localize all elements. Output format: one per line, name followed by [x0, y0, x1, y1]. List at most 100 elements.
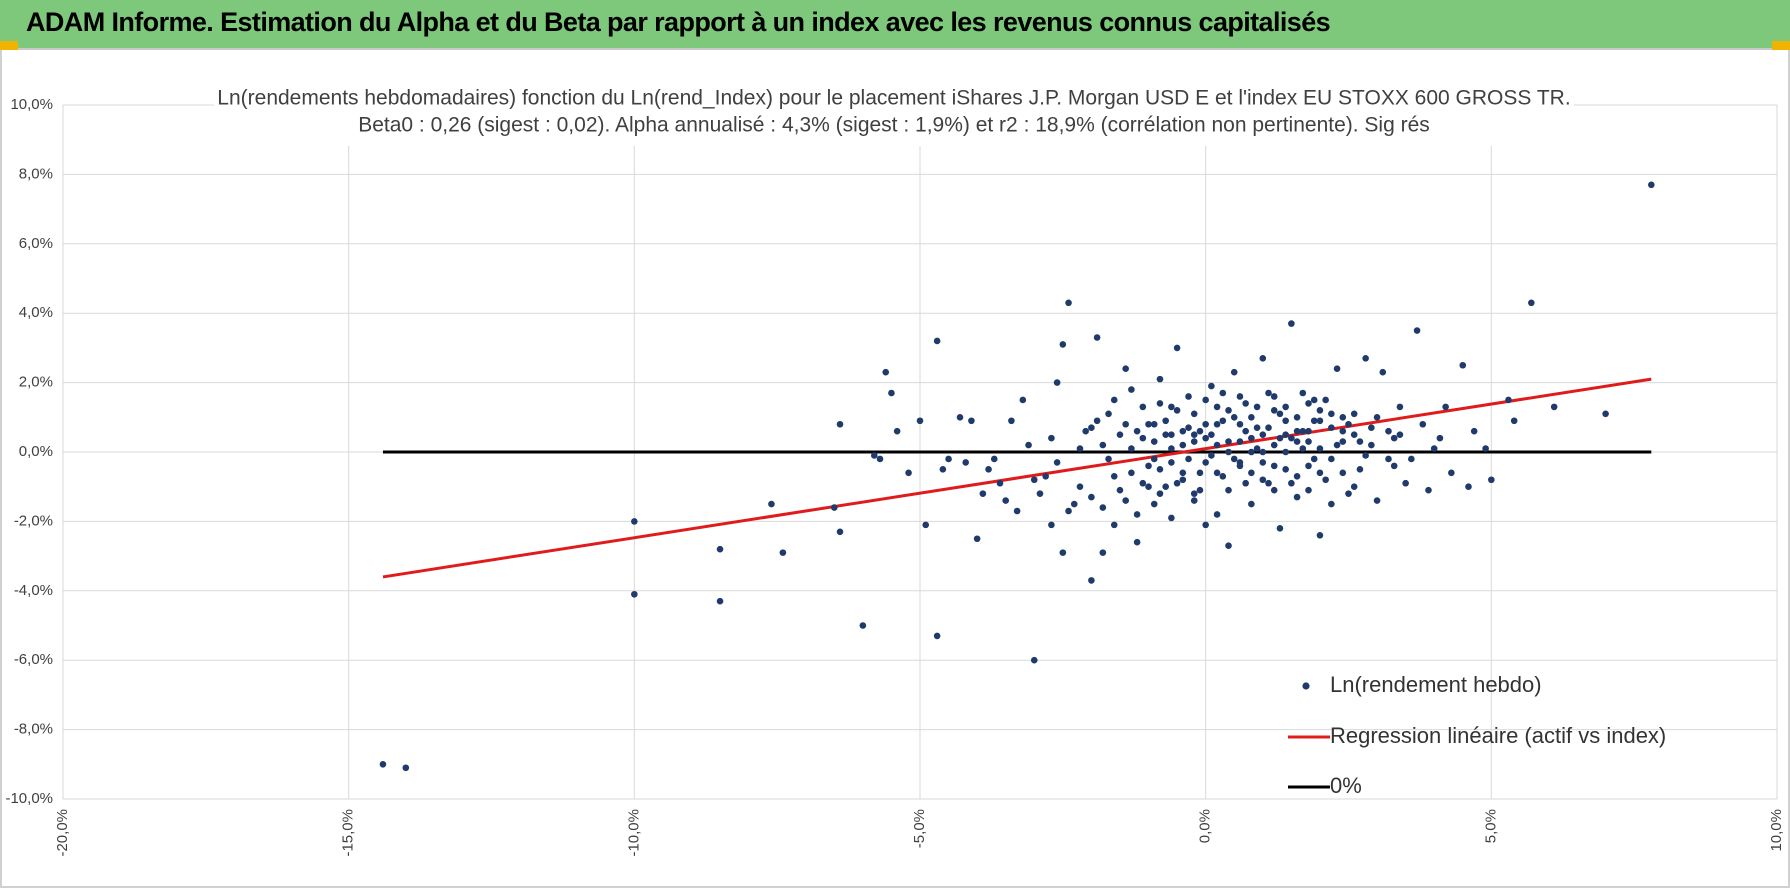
data-point — [1265, 479, 1272, 487]
y-tick-label: 2,0% — [19, 374, 53, 391]
data-point — [1150, 438, 1158, 445]
data-point — [1110, 472, 1118, 480]
data-point — [1470, 427, 1478, 435]
data-point — [1282, 403, 1289, 411]
data-point — [1225, 407, 1232, 414]
data-point — [1099, 441, 1107, 449]
data-point — [1270, 462, 1278, 470]
y-tick-label: -2,0% — [14, 512, 53, 529]
data-point — [1316, 445, 1324, 452]
data-point — [1299, 427, 1307, 435]
data-point — [1442, 403, 1449, 411]
data-point — [1293, 472, 1301, 480]
data-point — [1230, 414, 1238, 421]
title-background — [214, 78, 1574, 146]
data-point — [1150, 455, 1158, 463]
data-point — [1065, 507, 1072, 515]
data-point — [1145, 483, 1152, 491]
data-point — [990, 455, 998, 463]
data-point — [1202, 459, 1209, 466]
data-point — [1025, 441, 1032, 449]
data-point — [1213, 403, 1221, 411]
data-point — [1259, 448, 1267, 456]
data-point — [1350, 431, 1358, 438]
data-point — [1408, 455, 1415, 463]
data-point — [933, 337, 941, 345]
data-point — [1602, 410, 1609, 418]
data-point — [1225, 438, 1232, 445]
data-point — [1368, 424, 1375, 432]
data-point — [1242, 479, 1249, 487]
y-tick-label: -10,0% — [5, 790, 53, 807]
data-point — [1002, 497, 1009, 504]
chart-frame — [0, 50, 1790, 888]
data-point — [1328, 424, 1335, 432]
x-tick-label: -10,0% — [625, 809, 642, 857]
data-point — [1322, 476, 1329, 484]
data-point — [1248, 500, 1255, 508]
data-point — [1202, 434, 1209, 442]
data-point — [1350, 410, 1358, 418]
data-point — [1105, 410, 1112, 418]
data-point — [1425, 486, 1432, 494]
data-point — [1413, 327, 1421, 334]
data-point — [1019, 396, 1027, 404]
legend-marker-points — [1302, 682, 1310, 690]
data-point — [1362, 355, 1369, 362]
data-point — [1328, 410, 1335, 418]
data-point — [1270, 407, 1278, 414]
data-point — [1185, 455, 1192, 463]
data-point — [1173, 407, 1181, 414]
data-point — [1328, 500, 1335, 508]
data-point — [1270, 393, 1278, 400]
y-tick-label: 4,0% — [19, 304, 53, 321]
x-axis-ticks: -20,0% -15,0% -10,0% -5,0% 0,0% 5,0% 10,0% — [54, 809, 1785, 857]
data-point — [1248, 414, 1255, 421]
data-point — [1219, 472, 1227, 480]
data-point — [1248, 448, 1255, 456]
data-point — [1288, 434, 1295, 442]
data-point — [379, 761, 387, 768]
data-point — [1213, 420, 1221, 428]
data-point — [1339, 469, 1347, 477]
y-tick-label: 8,0% — [19, 165, 53, 182]
data-point — [1208, 452, 1215, 459]
chart-subtitle: Beta0 : 0,26 (sigest : 0,02). Alpha annu… — [358, 114, 1430, 137]
data-point — [905, 469, 912, 477]
data-point — [1265, 389, 1272, 397]
data-point — [1088, 424, 1095, 432]
data-point — [1328, 455, 1335, 463]
data-point — [1288, 320, 1295, 327]
data-point — [1368, 441, 1375, 449]
data-point — [1282, 448, 1289, 456]
data-point — [1225, 448, 1232, 456]
data-point — [1305, 486, 1312, 494]
data-point — [1259, 476, 1267, 484]
data-point — [979, 490, 987, 497]
data-point — [1099, 504, 1107, 511]
data-point — [1048, 434, 1055, 442]
data-point — [1448, 469, 1455, 477]
data-point — [1168, 514, 1175, 522]
data-point — [1259, 459, 1267, 466]
data-point — [1213, 469, 1221, 477]
data-point — [996, 479, 1004, 487]
data-point — [1088, 577, 1095, 584]
chart-title: Ln(rendements hebdomadaires) fonction du… — [217, 87, 1570, 110]
data-point — [1190, 431, 1198, 438]
data-point — [916, 417, 924, 425]
data-point — [1345, 490, 1352, 497]
data-point — [1402, 479, 1409, 487]
data-point — [1299, 445, 1307, 452]
data-point — [1156, 466, 1164, 473]
data-point — [1396, 403, 1404, 411]
legend-label-zero: 0% — [1330, 773, 1362, 798]
data-point — [1253, 445, 1261, 452]
data-point — [1339, 427, 1347, 435]
data-point — [1122, 420, 1129, 428]
data-point — [1196, 486, 1204, 494]
data-point — [1190, 490, 1198, 497]
data-point — [1059, 549, 1067, 556]
legend-label-points: Ln(rendement hebdo) — [1330, 672, 1542, 697]
data-point — [1333, 441, 1341, 449]
